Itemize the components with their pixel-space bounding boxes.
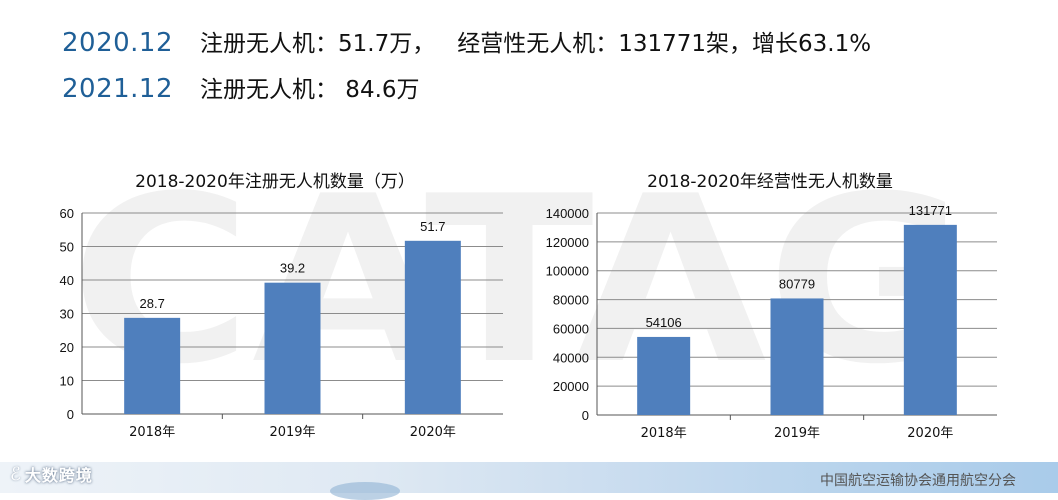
bar-2019年 (264, 282, 321, 414)
registered-drones-chart: 2018-2020年注册无人机数量（万） 0 10 20 30 40 50 60 28.7 201… (20, 158, 520, 448)
bar-2018年 (124, 317, 181, 414)
headline-commercial-drones: 经营性无人机：131771架，增长63.1% (457, 31, 872, 57)
category-label: 2020年 (410, 425, 456, 440)
headline-registered-drones: 注册无人机：51.7万， (200, 31, 436, 57)
commercial-drones-chart: 2018-2020年经营性无人机数量 0 20000 40000 60000 80000 1… (530, 158, 1010, 448)
y-tick-label: 100000 (546, 264, 589, 279)
category-label: 2019年 (269, 425, 315, 440)
category-label: 2018年 (129, 425, 175, 440)
headline-row-2020: 2020.12 注册无人机：51.7万， 经营性无人机：131771架，增长63… (62, 24, 871, 58)
y-tick-label: 120000 (546, 235, 589, 250)
category-label: 2018年 (641, 426, 687, 441)
bar-2020年 (404, 240, 461, 414)
bar-2018年 (637, 336, 691, 415)
y-tick-label: 20 (60, 340, 74, 355)
organization-name: 中国航空运输协会通用航空分会 (820, 473, 1016, 489)
commercial-drones-chart-svg: 2018-2020年经营性无人机数量 0 20000 40000 60000 80000 1… (546, 172, 997, 441)
data-label: 80779 (779, 276, 815, 291)
y-tick-label: 40 (60, 273, 74, 288)
bar-2019年 (770, 298, 824, 415)
headline-registered-drones: 注册无人机： 84.6万 (200, 77, 420, 103)
data-label: 51.7 (420, 219, 445, 234)
bar-2020年 (903, 224, 957, 415)
y-tick-label: 0 (67, 407, 74, 422)
headline-year: 2021.12 (62, 74, 174, 104)
y-tick-label: 30 (60, 307, 74, 322)
y-tick-label: 0 (582, 408, 589, 423)
category-label: 2020年 (907, 426, 953, 441)
data-label: 39.2 (280, 261, 305, 276)
chart-title: 2018-2020年经营性无人机数量 (647, 172, 893, 192)
y-tick-label: 40000 (553, 350, 589, 365)
brand-logo: ℰ 大数跨境 (10, 462, 93, 486)
headline-row-2021: 2021.12 注册无人机： 84.6万 (62, 70, 420, 104)
data-label: 28.7 (140, 296, 165, 311)
chart-title: 2018-2020年注册无人机数量（万） (135, 172, 415, 192)
y-tick-label: 80000 (553, 293, 589, 308)
brand-logo-text: 大数跨境 (24, 466, 93, 485)
y-tick-label: 10 (60, 374, 74, 389)
brand-logo-icon: ℰ (10, 463, 21, 485)
y-tick-label: 20000 (553, 379, 589, 394)
headline-year: 2020.12 (62, 28, 174, 58)
y-tick-label: 60000 (553, 321, 589, 336)
category-label: 2019年 (774, 426, 820, 441)
y-tick-label: 60 (60, 206, 74, 221)
y-tick-label: 50 (60, 240, 74, 255)
registered-drones-chart-svg: 2018-2020年注册无人机数量（万） 0 10 20 30 40 50 60 28.7 201… (60, 172, 503, 440)
y-tick-label: 140000 (546, 206, 589, 221)
data-label: 54106 (646, 315, 682, 330)
data-label: 131771 (909, 203, 952, 218)
